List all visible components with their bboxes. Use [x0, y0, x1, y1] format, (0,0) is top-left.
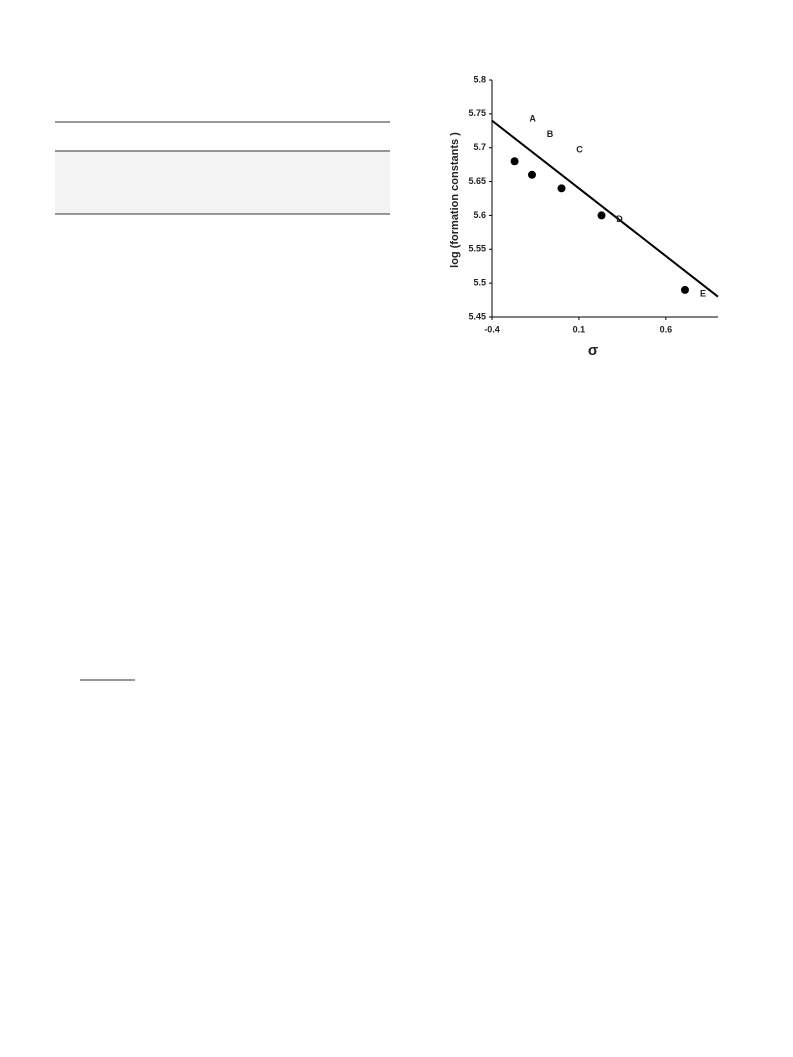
y-tick-label: 5.55 — [468, 244, 486, 254]
x-tick-label: 0.6 — [660, 324, 673, 334]
point-label: D — [616, 214, 623, 224]
point — [510, 157, 519, 166]
point — [680, 285, 689, 294]
y-axis-title: log (formation constants ) — [449, 132, 461, 268]
y-tick-label: 5.5 — [473, 278, 486, 288]
chart: log (formation constants ) σ 5.45 5.5 5.55… — [449, 74, 719, 359]
x-axis-title: σ — [588, 342, 598, 359]
point-label: C — [576, 145, 583, 155]
x-tick-label: 0.1 — [573, 324, 586, 334]
point — [557, 184, 566, 193]
y-tick-label: 5.45 — [468, 311, 486, 321]
x-tick-label: -0.4 — [484, 324, 500, 334]
point — [597, 211, 606, 220]
y-tick-label: 5.65 — [468, 176, 486, 186]
table-body — [55, 151, 390, 214]
point-label: B — [547, 129, 554, 139]
y-tick-label: 5.8 — [473, 74, 486, 84]
point-label: A — [529, 114, 536, 124]
point-label: E — [700, 288, 706, 298]
y-tick-label: 5.75 — [468, 108, 486, 118]
y-tick-label: 5.7 — [473, 142, 486, 152]
point — [527, 170, 536, 179]
fit-line — [491, 119, 719, 298]
y-tick-label: 5.6 — [473, 210, 486, 220]
